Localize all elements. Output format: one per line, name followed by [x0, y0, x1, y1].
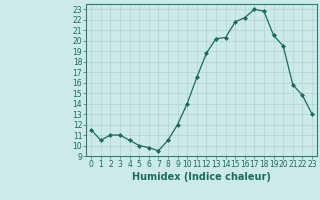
X-axis label: Humidex (Indice chaleur): Humidex (Indice chaleur) [132, 172, 271, 182]
